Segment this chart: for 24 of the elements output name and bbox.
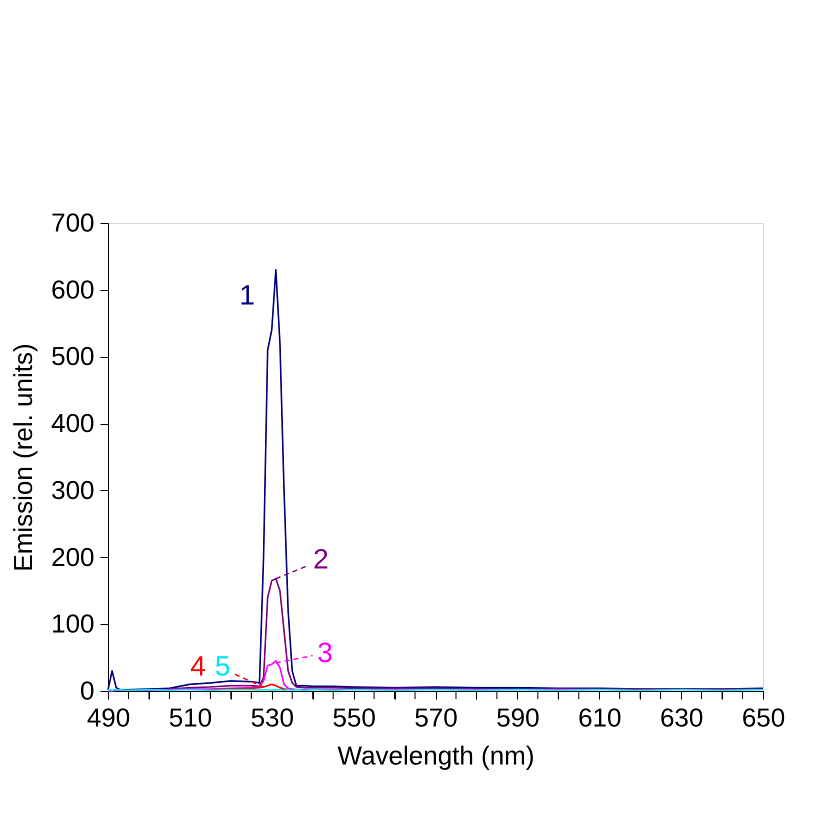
series-label: 4 bbox=[190, 650, 206, 682]
y-tick-label: 600 bbox=[51, 274, 94, 304]
y-tick-label: 100 bbox=[51, 608, 94, 639]
x-tick-label: 490 bbox=[86, 702, 130, 732]
y-tick-label: 300 bbox=[51, 474, 94, 505]
x-axis-title: Wavelength (nm) bbox=[338, 740, 534, 770]
legend-label: 2 bbox=[313, 544, 329, 575]
series-label: 1 bbox=[239, 280, 255, 311]
y-tick-label: 700 bbox=[51, 208, 94, 238]
legend-label: 3 bbox=[317, 637, 333, 668]
y-axis-title: Emission (rel. units) bbox=[8, 343, 38, 572]
series-label: 5 bbox=[214, 650, 230, 682]
y-tick-label: 0 bbox=[80, 676, 94, 706]
x-tick-label: 530 bbox=[250, 702, 294, 732]
y-tick-label: 400 bbox=[51, 408, 94, 438]
x-tick-label: 550 bbox=[332, 702, 376, 732]
x-tick-label: 510 bbox=[168, 702, 212, 732]
y-tick-label: 200 bbox=[51, 542, 94, 572]
x-tick-label: 630 bbox=[660, 702, 704, 732]
x-tick-label: 570 bbox=[414, 702, 458, 732]
x-tick-label: 590 bbox=[496, 702, 540, 732]
y-tick-label: 500 bbox=[51, 341, 94, 372]
x-tick-label: 650 bbox=[742, 702, 786, 732]
x-tick-label: 610 bbox=[578, 702, 622, 732]
